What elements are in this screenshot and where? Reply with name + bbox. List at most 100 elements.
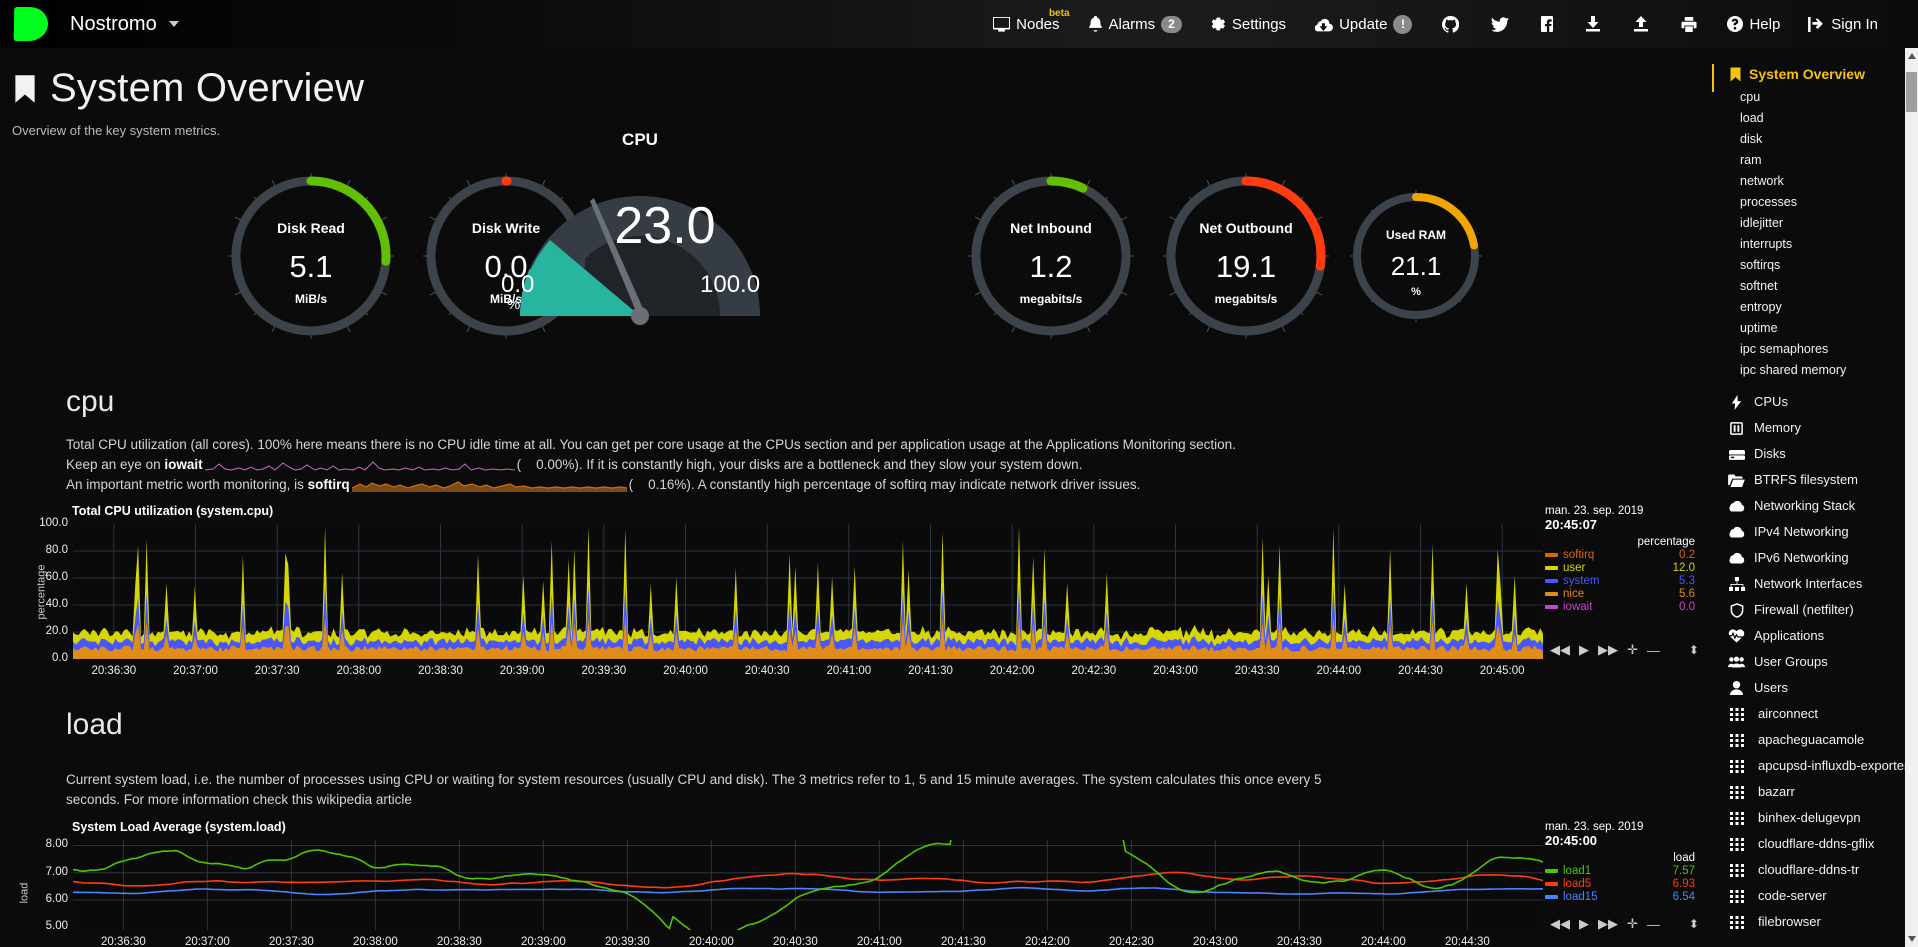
sidebar-item-memory[interactable]: Memory	[1712, 415, 1918, 441]
brand[interactable]: Nostromo	[13, 7, 179, 41]
sidebar-app-cloudflare-ddns-gflix[interactable]: cloudflare-ddns-gflix	[1712, 831, 1918, 857]
right-sidebar: System Overview cpu load disk ram network pro…	[1712, 48, 1918, 947]
sidebar-app-binhex-delugevpn[interactable]: binhex-delugevpn	[1712, 805, 1918, 831]
zoom-out-icon[interactable]: —	[1646, 916, 1660, 932]
xtick: 20:44:30	[1445, 936, 1490, 947]
scrollbar-thumb[interactable]	[1906, 72, 1917, 112]
sidebar-subitem-load[interactable]: load	[1740, 110, 1764, 125]
forward-icon[interactable]: ▶▶	[1598, 642, 1618, 657]
sidebar-item-users[interactable]: Users	[1712, 675, 1918, 701]
sidebar-item-network-interfaces[interactable]: Network Interfaces	[1712, 571, 1918, 597]
sidebar-item-disks[interactable]: Disks	[1712, 441, 1918, 467]
sidebar-subitem-idlejitter[interactable]: idlejitter	[1740, 215, 1784, 230]
zoom-in-icon[interactable]: ✛	[1627, 916, 1638, 931]
nav-item-import[interactable]	[1569, 0, 1617, 48]
sidebar-item-firewall-netfilter[interactable]: Firewall (netfilter)	[1712, 597, 1918, 623]
sidebar-subitem-uptime[interactable]: uptime	[1740, 320, 1778, 335]
sidebar-app-label: cloudflare-ddns-gflix	[1758, 836, 1875, 851]
sidebar-app-apcupsd-influxdb-exporter[interactable]: apcupsd-influxdb-exporter	[1712, 753, 1918, 779]
legend-row[interactable]: load15 6.54	[1545, 891, 1695, 903]
legend-row[interactable]: nice 5.6	[1545, 588, 1695, 600]
ytick: 100.0	[39, 517, 68, 529]
grid-icon	[1728, 889, 1745, 903]
nav-item-alarms[interactable]: Alarms 2	[1074, 0, 1196, 48]
folder-open-icon	[1728, 473, 1745, 487]
scroll-up-icon[interactable]	[1908, 53, 1916, 59]
sidebar-subitem-entropy[interactable]: entropy	[1740, 299, 1782, 314]
forward-icon[interactable]: ▶▶	[1598, 916, 1618, 931]
sidebar-subitem-softirqs[interactable]: softirqs	[1740, 257, 1781, 272]
gauge-units: megabits/s	[1214, 292, 1278, 306]
legend-series-name: load15	[1563, 891, 1598, 903]
monitor-icon	[993, 16, 1011, 32]
nav-item-nodes[interactable]: Nodes beta	[979, 0, 1073, 48]
nav-item-github[interactable]	[1426, 0, 1475, 48]
nav-item-export[interactable]	[1617, 0, 1665, 48]
cpu-chart-plot[interactable]	[73, 524, 1543, 659]
resize-handle-icon[interactable]: ⬍	[1688, 643, 1699, 657]
zoom-in-icon[interactable]: ✛	[1627, 642, 1638, 657]
sidebar-app-filebrowser[interactable]: filebrowser	[1712, 909, 1918, 935]
sidebar-item-btrfs-filesystem[interactable]: BTRFS filesystem	[1712, 467, 1918, 493]
legend-row[interactable]: user 12.0	[1545, 562, 1695, 574]
load-chart-plot[interactable]	[73, 840, 1543, 930]
nav-item-signin[interactable]: Sign In	[1794, 0, 1892, 48]
legend-row[interactable]: load5 6.93	[1545, 878, 1695, 890]
sidebar-subitem-ipc-shared-memory[interactable]: ipc shared memory	[1740, 362, 1847, 377]
chevron-down-icon[interactable]	[168, 21, 179, 27]
rewind-icon[interactable]: ◀◀	[1550, 916, 1570, 931]
legend-row[interactable]: iowait 0.0	[1545, 601, 1695, 613]
sidebar-item-label: Users	[1754, 680, 1788, 695]
sidebar-subitem-interrupts[interactable]: interrupts	[1740, 236, 1793, 251]
sidebar-item-ipv4-networking[interactable]: IPv4 Networking	[1712, 519, 1918, 545]
sidebar-app-cloudflare-ddns-tr[interactable]: cloudflare-ddns-tr	[1712, 857, 1918, 883]
sidebar-subitem-cpu[interactable]: cpu	[1740, 89, 1761, 104]
sidebar-item-applications[interactable]: Applications	[1712, 623, 1918, 649]
ytick: 60.0	[45, 571, 68, 583]
gauge-net-outbound[interactable]: Net Outbound 19.1 megabits/s	[1160, 170, 1332, 342]
gauge-units: %	[507, 296, 521, 313]
nav-item-help[interactable]: Help	[1713, 0, 1794, 48]
nav-item-settings[interactable]: Settings	[1196, 0, 1300, 48]
load-chart[interactable]: load 5.00 6.00 7.00 8.00 20:36:30 20:37:00 20…	[0, 821, 1712, 947]
nav-item-update[interactable]: Update!	[1300, 0, 1426, 48]
legend-row[interactable]: softirq 0.2	[1545, 549, 1695, 561]
sidebar-app-code-server[interactable]: code-server	[1712, 883, 1918, 909]
sidebar-item-cpus[interactable]: CPUs	[1712, 389, 1918, 415]
gauge-used-ram[interactable]: Used RAM 21.1 %	[1348, 188, 1484, 324]
sidebar-subitem-network[interactable]: network	[1740, 173, 1784, 188]
sidebar-subitem-softnet[interactable]: softnet	[1740, 278, 1778, 293]
sidebar-app-bazarr[interactable]: bazarr	[1712, 779, 1918, 805]
load-chart-controls[interactable]: ◀◀ ▶ ▶▶ ✛ — ⬍	[1550, 916, 1699, 932]
nav-item-label: Update	[1339, 15, 1388, 33]
sidebar-app-apacheguacamole[interactable]: apacheguacamole	[1712, 727, 1918, 753]
sidebar-item-networking-stack[interactable]: Networking Stack	[1712, 493, 1918, 519]
zoom-out-icon[interactable]: —	[1646, 642, 1660, 658]
gauge-net-inbound[interactable]: Net Inbound 1.2 megabits/s	[965, 170, 1137, 342]
sidebar-item-ipv6-networking[interactable]: IPv6 Networking	[1712, 545, 1918, 571]
play-icon[interactable]: ▶	[1579, 916, 1589, 931]
rewind-icon[interactable]: ◀◀	[1550, 642, 1570, 657]
sidebar-subitem-ram[interactable]: ram	[1740, 152, 1762, 167]
sidebar-app-airconnect[interactable]: airconnect	[1712, 701, 1918, 727]
sidebar-subitem-disk[interactable]: disk	[1740, 131, 1763, 146]
scroll-down-icon[interactable]	[1908, 936, 1916, 942]
sidebar-subitem-processes[interactable]: processes	[1740, 194, 1797, 209]
legend-row[interactable]: load1 7.57	[1545, 865, 1695, 877]
nav-item-facebook[interactable]	[1525, 0, 1569, 48]
gauge-cpu[interactable]: CPU 23.0 0.0 % 100.0	[495, 130, 785, 364]
beta-badge: beta	[1048, 8, 1070, 19]
gauge-disk-read[interactable]: Disk Read 5.1 MiB/s	[225, 170, 397, 342]
legend-row[interactable]: system 5.3	[1545, 575, 1695, 587]
resize-handle-icon[interactable]: ⬍	[1688, 917, 1699, 931]
sidebar-subitem-ipc-semaphores[interactable]: ipc semaphores	[1740, 341, 1829, 356]
play-icon[interactable]: ▶	[1579, 642, 1589, 657]
cpu-chart[interactable]: percentage 0.0 20.0 40.0 60.0 80.0 100.0 20:3…	[0, 505, 1712, 682]
legend-swatch	[1545, 895, 1558, 899]
cpu-chart-controls[interactable]: ◀◀ ▶ ▶▶ ✛ — ⬍	[1550, 642, 1699, 658]
nav-item-twitter[interactable]	[1475, 0, 1525, 48]
sidebar-section-system-overview[interactable]: System Overview	[1712, 62, 1918, 86]
sidebar-item-user-groups[interactable]: User Groups	[1712, 649, 1918, 675]
sidebar-scrollbar[interactable]	[1905, 48, 1918, 947]
nav-item-print[interactable]	[1665, 0, 1713, 48]
